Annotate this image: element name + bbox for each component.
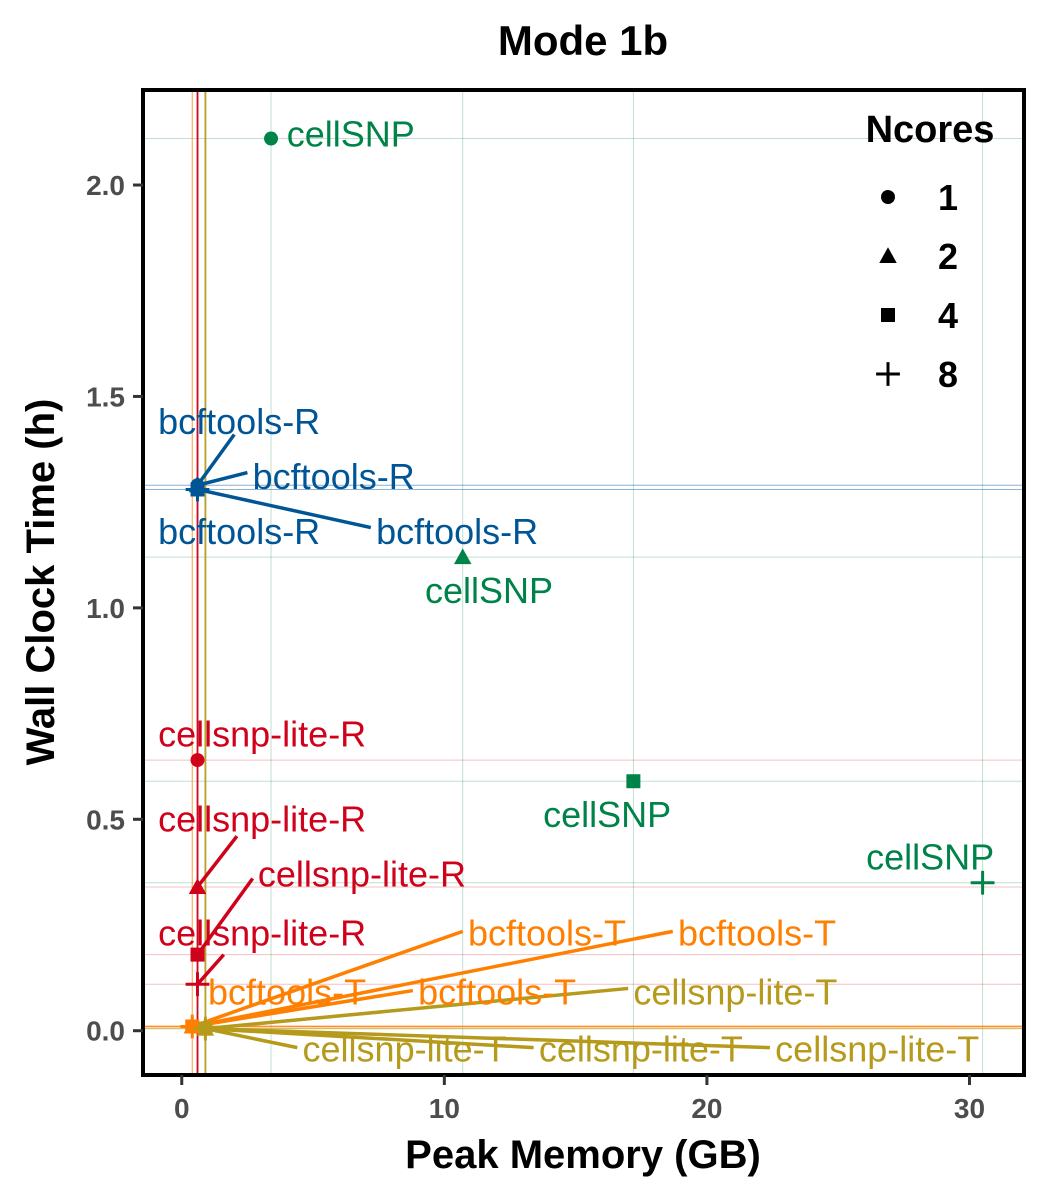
data-point-bcftools-R-8 bbox=[185, 477, 210, 502]
x-tick-label: 10 bbox=[429, 1093, 460, 1124]
label-leader bbox=[191, 929, 464, 1029]
data-point-cellsnp-lite-R-1 bbox=[190, 753, 205, 768]
data-point-cellSNP-8 bbox=[970, 870, 995, 895]
label-leader bbox=[196, 877, 255, 956]
point-label: bcftools-T bbox=[208, 972, 366, 1013]
point-label: bcftools-R bbox=[158, 511, 320, 552]
point-label: cellsnp-lite-T bbox=[303, 1029, 507, 1070]
point-label: bcftools-T bbox=[678, 912, 836, 953]
legend-key-8 bbox=[876, 362, 900, 386]
point-label: bcftools-T bbox=[468, 912, 626, 953]
legend-key-4 bbox=[881, 308, 895, 322]
label-leader bbox=[205, 1026, 770, 1050]
y-tick-label: 0.5 bbox=[86, 804, 125, 835]
x-tick-label: 20 bbox=[691, 1093, 722, 1124]
label-leader-lines bbox=[191, 433, 770, 1050]
legend: Ncores 1 2 4 8 bbox=[866, 109, 995, 395]
data-point-cellSNP-2 bbox=[453, 548, 472, 565]
point-label: cellsnp-lite-T bbox=[539, 1029, 743, 1070]
label-leader bbox=[197, 470, 248, 487]
plot-panel-border bbox=[141, 88, 1026, 1077]
point-label: cellsnp-lite-R bbox=[258, 853, 466, 894]
data-point-cellSNP-1 bbox=[264, 131, 279, 146]
data-point-cellsnp-lite-R-2 bbox=[188, 878, 207, 894]
label-leader bbox=[191, 929, 674, 1029]
x-tick-label: 30 bbox=[954, 1093, 985, 1124]
point-label: cellsnp-lite-T bbox=[775, 1029, 979, 1070]
point-label: bcftools-R bbox=[253, 456, 415, 497]
legend-title: Ncores bbox=[866, 109, 995, 151]
legend-label: 2 bbox=[938, 236, 958, 277]
label-leader bbox=[197, 487, 372, 530]
point-label: cellSNP bbox=[543, 794, 671, 835]
point-label: cellSNP bbox=[287, 113, 415, 154]
y-tick-label: 1.0 bbox=[86, 593, 125, 624]
data-point-cellsnp-lite-R-4 bbox=[190, 947, 205, 962]
label-leader bbox=[205, 1026, 298, 1050]
chart-title: Mode 1b bbox=[498, 17, 668, 64]
legend-label: 1 bbox=[938, 177, 958, 218]
label-leader bbox=[196, 433, 236, 487]
point-label: cellsnp-lite-R bbox=[158, 798, 366, 839]
point-label: bcftools-R bbox=[376, 511, 538, 552]
point-label: cellSNP bbox=[425, 570, 553, 611]
data-point-cellSNP-4 bbox=[626, 774, 641, 789]
y-axis-title: Wall Clock Time (h) bbox=[19, 399, 63, 766]
legend-label: 8 bbox=[938, 354, 958, 395]
x-tick-label: 0 bbox=[174, 1093, 190, 1124]
y-tick-label: 0.0 bbox=[86, 1016, 125, 1047]
data-point-cellsnp-lite-T-8 bbox=[193, 1016, 218, 1041]
point-label: cellsnp-lite-T bbox=[633, 972, 837, 1013]
label-leader bbox=[196, 835, 239, 889]
label-leader bbox=[205, 986, 629, 1031]
axes: 0 10 20 30 0.0 0.5 1.0 1.5 2.0 bbox=[86, 170, 985, 1124]
point-label: bcftools-R bbox=[158, 401, 320, 442]
y-tick-label: 1.5 bbox=[86, 381, 125, 412]
x-axis-title: Peak Memory (GB) bbox=[405, 1133, 761, 1177]
point-label: cellsnp-lite-R bbox=[158, 714, 366, 755]
point-label: cellSNP bbox=[866, 836, 994, 877]
point-labels: cellSNP cellSNP cellSNP cellSNP bcftools-R bc… bbox=[158, 113, 994, 1069]
y-tick-label: 2.0 bbox=[86, 170, 125, 201]
point-label: bcftools-T bbox=[418, 972, 576, 1013]
data-point-cellsnp-lite-R-8 bbox=[185, 972, 210, 997]
data-points bbox=[180, 131, 995, 1041]
point-label: cellsnp-lite-R bbox=[158, 912, 366, 953]
legend-key-2 bbox=[879, 247, 897, 263]
label-leader bbox=[191, 988, 414, 1029]
label-leader bbox=[196, 953, 226, 986]
reference-lines bbox=[145, 92, 1022, 1073]
legend-label: 4 bbox=[938, 295, 958, 336]
legend-key-1 bbox=[881, 190, 895, 204]
